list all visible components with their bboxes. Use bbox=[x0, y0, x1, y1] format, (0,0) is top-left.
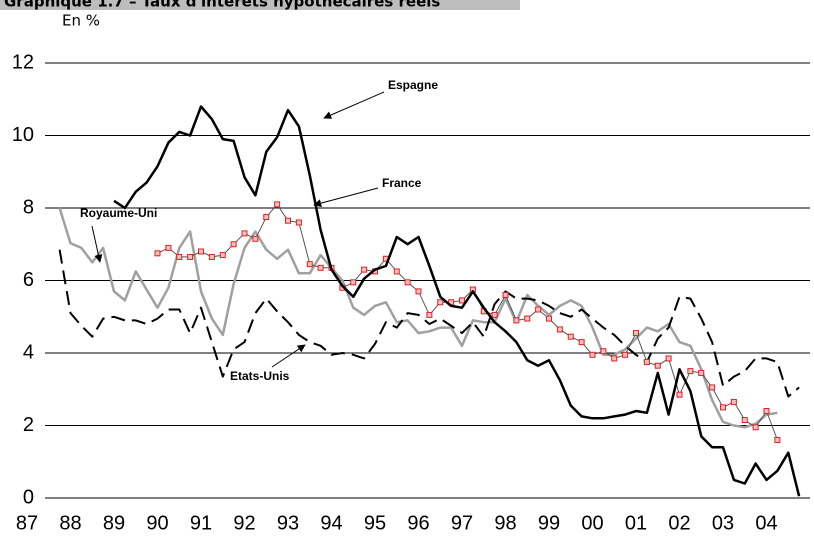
point-marker bbox=[165, 244, 172, 251]
series-label: Espagne bbox=[388, 78, 438, 92]
y-axis-label: En % bbox=[62, 12, 100, 30]
label-arrow bbox=[313, 187, 379, 208]
label-arrow bbox=[323, 91, 385, 119]
point-marker bbox=[241, 230, 248, 237]
x-tick-label: 02 bbox=[668, 512, 690, 534]
point-marker bbox=[567, 333, 574, 340]
point-marker bbox=[404, 279, 411, 286]
series-line bbox=[58, 249, 800, 398]
point-marker bbox=[393, 268, 400, 275]
x-tick-label: 88 bbox=[59, 512, 81, 534]
y-tick-label: 12 bbox=[12, 51, 34, 73]
series-label: France bbox=[382, 176, 422, 190]
point-marker bbox=[622, 351, 629, 358]
point-marker bbox=[491, 311, 498, 318]
point-marker bbox=[274, 201, 281, 208]
point-marker bbox=[556, 326, 563, 333]
x-tick-label: 92 bbox=[233, 512, 255, 534]
point-marker bbox=[295, 219, 302, 226]
point-marker bbox=[589, 351, 596, 358]
x-tick-label: 96 bbox=[407, 512, 429, 534]
point-marker bbox=[730, 398, 737, 405]
point-marker bbox=[546, 315, 552, 322]
point-marker bbox=[665, 355, 672, 362]
x-tick-label: 98 bbox=[494, 512, 516, 534]
x-tick-label: 00 bbox=[581, 512, 603, 534]
point-marker bbox=[208, 253, 215, 260]
y-tick-label: 4 bbox=[23, 341, 34, 363]
chart-title: Graphique 1.7 – Taux d'intérêts hypothéc… bbox=[4, 0, 440, 11]
point-marker bbox=[415, 288, 422, 295]
x-tick-label: 01 bbox=[625, 512, 647, 534]
point-marker bbox=[611, 355, 618, 362]
point-marker bbox=[643, 359, 650, 366]
point-marker bbox=[459, 297, 465, 304]
x-tick-label: 91 bbox=[190, 512, 212, 534]
point-marker bbox=[741, 417, 748, 424]
point-marker bbox=[263, 214, 270, 221]
point-marker bbox=[350, 279, 357, 286]
point-marker bbox=[317, 264, 324, 271]
point-marker bbox=[654, 362, 661, 369]
point-marker bbox=[252, 235, 259, 242]
point-marker bbox=[720, 404, 726, 411]
point-marker bbox=[698, 369, 705, 376]
point-marker bbox=[285, 217, 291, 224]
label-arrow bbox=[271, 344, 306, 368]
point-marker bbox=[763, 408, 770, 414]
x-tick-label: 90 bbox=[146, 512, 168, 534]
point-marker bbox=[513, 317, 520, 324]
y-tick-label: 10 bbox=[12, 124, 34, 146]
point-marker bbox=[774, 437, 781, 443]
x-tick-label: 93 bbox=[277, 512, 299, 534]
x-tick-label: 99 bbox=[538, 512, 560, 534]
point-marker bbox=[361, 266, 368, 273]
x-tick-label: 95 bbox=[364, 512, 386, 534]
point-marker bbox=[578, 339, 585, 346]
point-marker bbox=[524, 315, 531, 322]
y-tick-label: 8 bbox=[23, 196, 34, 218]
series-line bbox=[157, 203, 778, 441]
point-marker bbox=[219, 252, 226, 259]
x-tick-label: 04 bbox=[755, 512, 777, 534]
point-marker bbox=[752, 424, 759, 431]
point-marker bbox=[187, 253, 194, 260]
label-arrow bbox=[91, 225, 103, 263]
point-marker bbox=[306, 261, 313, 268]
point-marker bbox=[709, 384, 716, 391]
series-label: Etats-Unis bbox=[230, 369, 290, 383]
point-marker bbox=[176, 253, 183, 260]
x-tick-label: 87 bbox=[16, 512, 38, 534]
y-tick-label: 6 bbox=[23, 269, 34, 291]
x-tick-label: 97 bbox=[451, 512, 473, 534]
point-marker bbox=[426, 311, 433, 318]
x-tick-label: 03 bbox=[712, 512, 734, 534]
point-marker bbox=[437, 299, 444, 306]
x-tick-label: 94 bbox=[320, 512, 342, 534]
point-marker bbox=[633, 330, 639, 337]
point-marker bbox=[600, 348, 607, 355]
point-marker bbox=[502, 292, 509, 298]
point-marker bbox=[230, 241, 237, 248]
point-marker bbox=[198, 248, 204, 255]
y-tick-label: 2 bbox=[23, 414, 34, 436]
series-label: Royaume-Uni bbox=[80, 206, 157, 220]
y-tick-label: 0 bbox=[23, 486, 34, 508]
series-line bbox=[58, 207, 778, 429]
title-bar bbox=[0, 0, 520, 10]
point-marker bbox=[687, 368, 694, 375]
series-line bbox=[113, 105, 801, 497]
x-tick-label: 89 bbox=[103, 512, 125, 534]
point-marker bbox=[154, 250, 161, 257]
point-marker bbox=[676, 391, 683, 398]
point-marker bbox=[535, 306, 542, 313]
